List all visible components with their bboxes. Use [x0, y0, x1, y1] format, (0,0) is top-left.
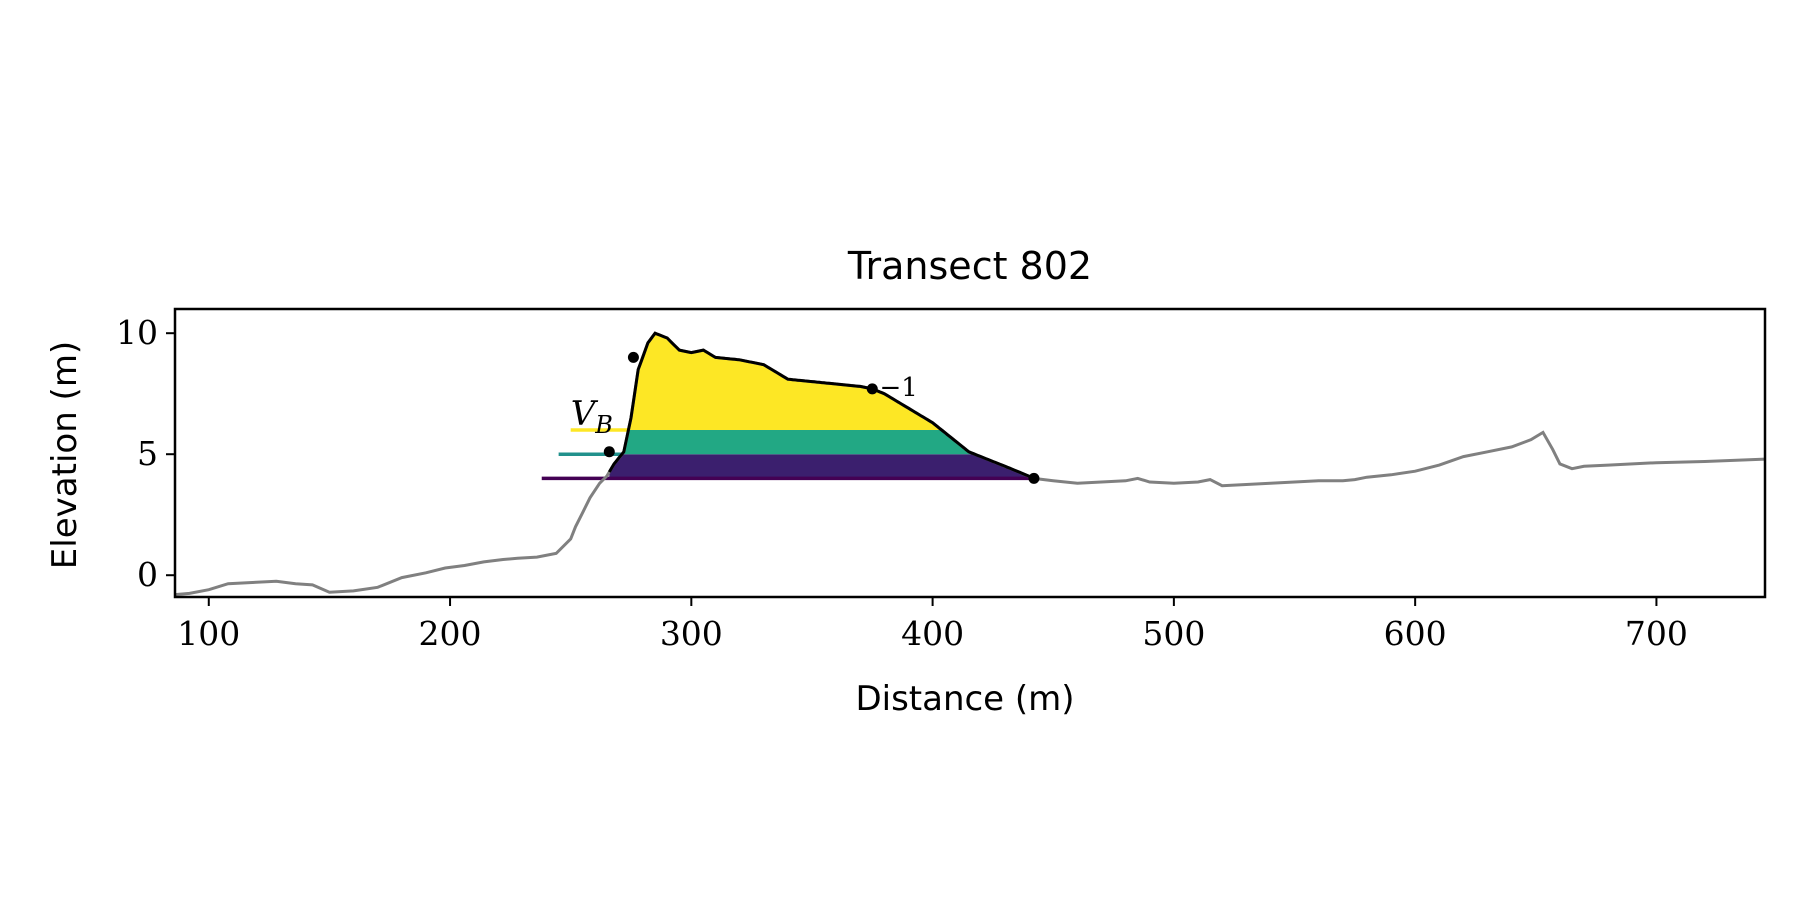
marker-point-2	[627, 351, 639, 363]
x-tick-label: 400	[901, 614, 964, 653]
marker-label: −1	[880, 373, 918, 403]
volume-band-low	[609, 454, 1034, 479]
feature-outline-line	[608, 331, 1035, 480]
plot-frame	[173, 307, 1767, 599]
volume-label: VB	[571, 394, 613, 439]
y-tick-label: 10	[116, 313, 158, 352]
volume-band-high	[628, 333, 942, 431]
marker-point-3	[866, 383, 878, 395]
y-axis: 0 5 10	[116, 313, 175, 594]
chart-title: Transect 802	[847, 244, 1092, 288]
x-tick-label: 700	[1625, 614, 1688, 653]
x-tick-label: 300	[660, 614, 723, 653]
y-axis-label: Elevation (m)	[45, 341, 85, 569]
x-tick-label: 100	[177, 614, 240, 653]
plot-area: VB −1	[174, 331, 1766, 597]
y-tick-label: 0	[137, 555, 158, 594]
volume-band-mid	[621, 430, 975, 455]
y-tick-label: 5	[137, 434, 158, 473]
x-tick-label: 200	[419, 614, 482, 653]
x-axis-label: Distance (m)	[855, 679, 1074, 719]
x-tick-label: 500	[1142, 614, 1205, 653]
marker-point-1	[603, 446, 615, 458]
volume-label-subscript: B	[594, 411, 613, 439]
marker-point-4	[1028, 472, 1040, 484]
x-tick-label: 600	[1384, 614, 1447, 653]
x-axis: 100 200 300 400 500 600 700	[177, 597, 1688, 653]
